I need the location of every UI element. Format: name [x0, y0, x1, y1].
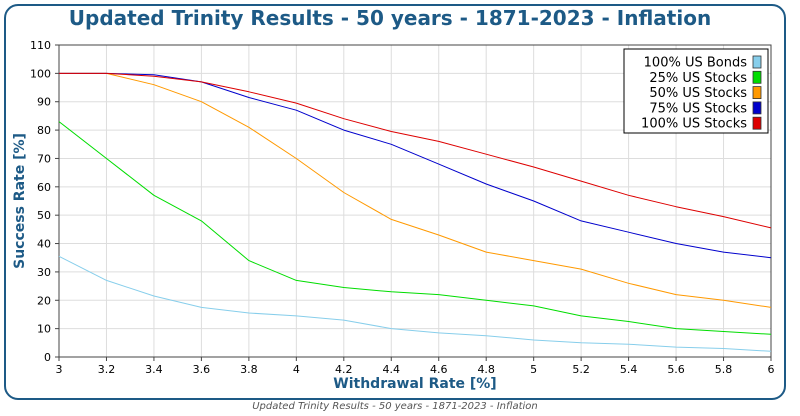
x-tick-label: 5.4 [620, 363, 638, 376]
y-axis-label: Success Rate [%] [12, 133, 28, 269]
legend-swatch [752, 86, 762, 99]
x-tick-label: 3.4 [145, 363, 163, 376]
legend-swatch [752, 70, 762, 84]
x-tick-label: 3.6 [193, 363, 211, 376]
y-tick-label: 110 [30, 39, 51, 52]
series-line-4 [59, 72, 772, 229]
series-line-3 [59, 72, 772, 259]
y-tick-label: 100 [30, 67, 51, 80]
legend-swatch [752, 55, 762, 69]
x-tick-label: 3.8 [240, 363, 258, 376]
grid-lines [58, 44, 772, 358]
x-tick-label: 4.2 [335, 363, 353, 376]
x-tick-label: 5.8 [715, 363, 733, 376]
legend-swatch [752, 101, 762, 115]
y-tick-label: 40 [37, 238, 51, 251]
legend-label: 50% US Stocks [649, 86, 747, 101]
x-tick-label: 4.8 [477, 363, 495, 376]
y-axis-ticks: 0 10 20 30 40 50 60 70 80 90 100 110 [30, 39, 59, 364]
x-tick-label: 5 [530, 363, 537, 376]
legend-label: 100% US Stocks [641, 117, 747, 132]
y-tick-label: 70 [37, 152, 51, 165]
legend-label: 100% US Bonds [644, 56, 748, 71]
x-tick-label: 3 [56, 363, 63, 376]
y-tick-label: 80 [37, 124, 51, 137]
x-tick-label: 4 [293, 363, 300, 376]
x-tick-label: 3.2 [98, 363, 116, 376]
series-line-1 [58, 121, 772, 335]
y-tick-label: 90 [37, 96, 51, 109]
x-tick-label: 6 [768, 363, 775, 376]
chart-title: Updated Trinity Results - 50 years - 187… [68, 6, 712, 30]
series-line-2 [59, 72, 772, 308]
y-tick-label: 60 [37, 181, 51, 194]
x-axis-ticks: 3 3.2 3.4 3.6 3.8 4 4.2 4.4 4.6 4.8 5 5.2 5.4 5.6 5.8 6 [56, 357, 775, 376]
y-tick-label: 0 [44, 351, 51, 364]
legend-box [623, 48, 769, 134]
x-tick-label: 5.6 [667, 363, 685, 376]
chart-caption: Updated Trinity Results - 50 years - 187… [252, 401, 538, 412]
x-tick-label: 5.2 [572, 363, 590, 376]
y-tick-label: 10 [37, 323, 51, 336]
series-lines [58, 72, 772, 352]
legend-swatch [752, 116, 762, 130]
x-tick-label: 4.4 [383, 363, 401, 376]
legend-label: 25% US Stocks [649, 71, 747, 86]
x-axis-label: Withdrawal Rate [%] [333, 376, 496, 392]
y-tick-label: 30 [37, 266, 51, 279]
legend-label: 75% US Stocks [649, 101, 747, 116]
series-line-0 [58, 255, 772, 352]
plot-area-border [58, 44, 772, 358]
y-tick-label: 20 [37, 294, 51, 307]
x-tick-label: 4.6 [430, 363, 448, 376]
y-tick-label: 50 [37, 209, 51, 222]
